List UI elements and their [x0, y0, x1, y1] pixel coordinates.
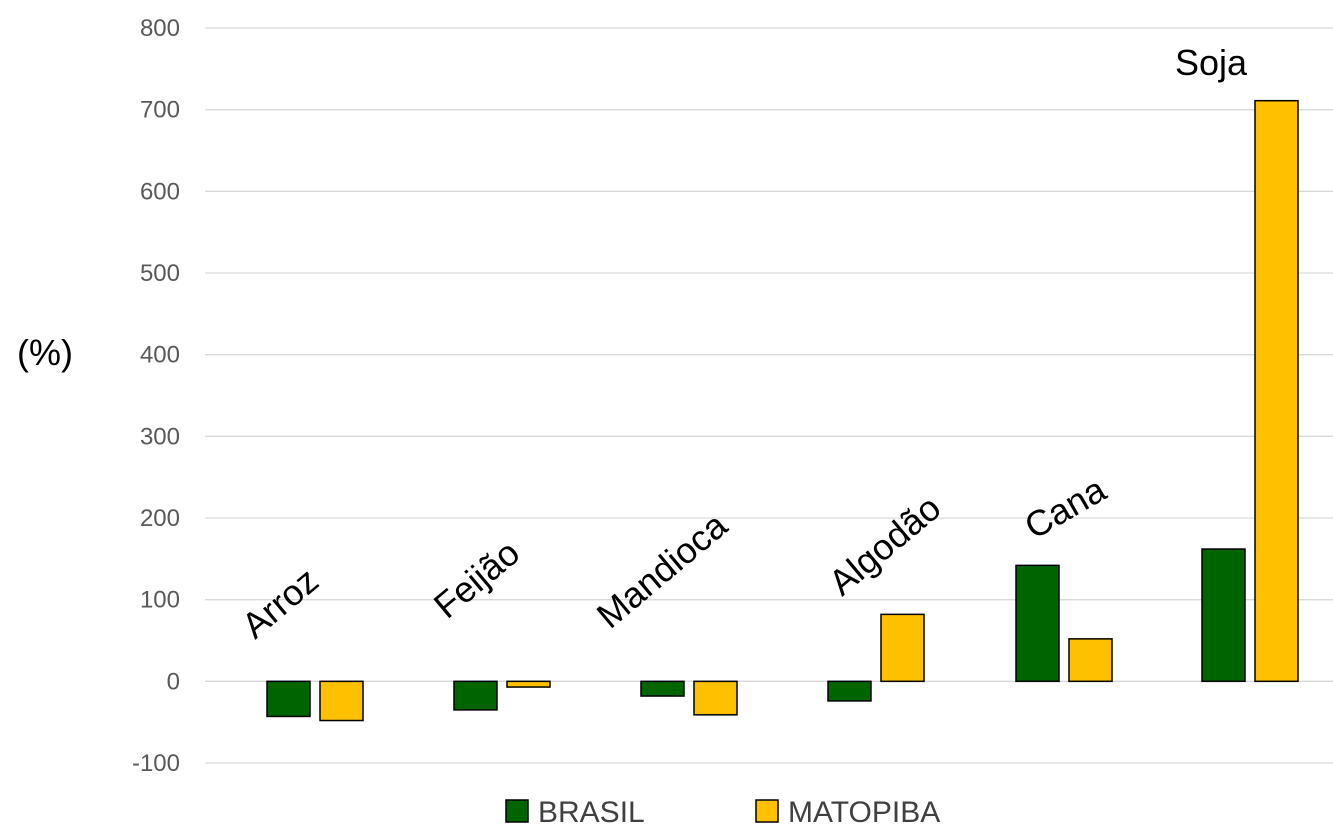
bar-matopiba-arroz [319, 680, 364, 722]
y-tick-label: 800 [140, 15, 180, 42]
grid-layer [205, 27, 1333, 764]
y-tick-label: 100 [140, 587, 180, 614]
category-label-soja: Soja [1175, 42, 1248, 83]
bar-matopiba-cana [1068, 638, 1113, 683]
bar-brasil-arroz [266, 680, 311, 718]
y-tick-label: 500 [140, 260, 180, 287]
legend-label-brasil: BRASIL [538, 796, 645, 829]
bar-matopiba-feijão [506, 680, 551, 688]
y-tick-label: 300 [140, 423, 180, 450]
y-tick-label: 700 [140, 97, 180, 124]
bars [266, 99, 1299, 722]
bar-brasil-cana [1015, 564, 1060, 683]
y-tick-label: 400 [140, 342, 180, 369]
category-label-arroz: Arroz [234, 559, 326, 646]
y-tick-label: 200 [140, 505, 180, 532]
category-label-mandioca: Mandioca [589, 504, 736, 636]
bar-brasil-soja [1201, 548, 1246, 683]
y-tick-label: 600 [140, 178, 180, 205]
bar-matopiba-algodão [880, 613, 925, 683]
bar-brasil-mandioca [640, 680, 685, 697]
bar-brasil-algodão [827, 680, 872, 702]
bar-brasil-feijão [453, 680, 498, 711]
category-labels: Arroz Feijão Mandioca Algodão Cana Soja [234, 42, 1248, 646]
category-label-cana: Cana [1018, 468, 1114, 547]
bar-matopiba-soja [1254, 99, 1299, 683]
category-label-feijão: Feijão [426, 532, 527, 626]
category-label-algodão: Algodão [821, 487, 949, 603]
legend-swatch-matopiba [755, 799, 779, 823]
legend: BRASIL MATOPIBA [505, 796, 940, 829]
legend-label-matopiba: MATOPIBA [788, 796, 940, 829]
y-tick-label: 0 [167, 668, 180, 695]
legend-swatch-brasil [505, 799, 529, 823]
y-axis-ticks: -100 0 100 200 300 400 500 600 700 800 [132, 15, 180, 777]
y-tick-label: -100 [132, 750, 180, 777]
y-axis-label: (%) [17, 332, 73, 373]
bar-matopiba-mandioca [693, 680, 738, 716]
